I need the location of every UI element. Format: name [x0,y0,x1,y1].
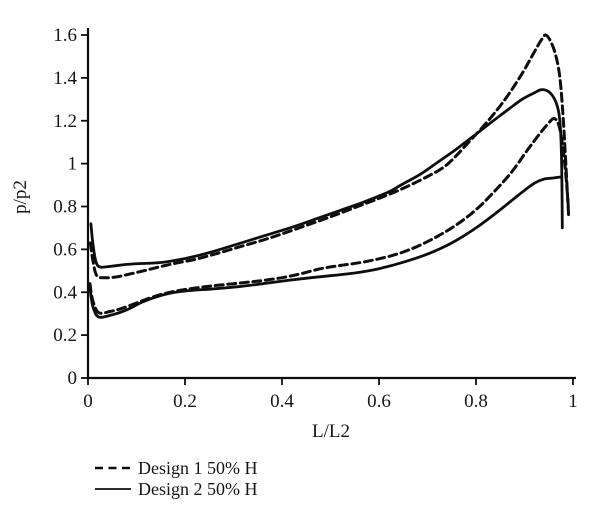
x-tick-label: 0.6 [367,391,391,412]
y-tick-label: 1 [68,154,78,175]
y-tick-label: 1.2 [53,111,77,132]
legend: Design 1 50% H Design 2 50% H [95,458,258,499]
axes-group: 0 0.2 0.4 0.6 0.8 1 1.2 1.4 1.6 0 0.2 0.4 0.6 0.8 1 [53,25,578,412]
design-2-lower-curve [88,175,563,319]
design-1-lower-curve [88,116,571,315]
design-2-upper-curve [89,88,564,269]
series-group [88,33,571,319]
y-tick-label: 1.4 [53,68,77,89]
x-tick-label: 0.4 [270,391,294,412]
x-tick-label: 0 [83,391,93,412]
x-tick-label: 1 [568,391,578,412]
y-tick-label: 0.6 [53,239,77,260]
y-tick-label: 0.4 [53,282,77,303]
y-axis-label: p/p2 [10,180,31,214]
y-tick-label: 0.2 [53,325,77,346]
x-tick-label: 0.2 [173,391,197,412]
y-tick-label: 0 [68,368,78,389]
x-axis-label: L/L2 [312,421,350,442]
y-tick-label: 1.6 [53,25,77,46]
design-1-upper-curve [88,33,571,280]
legend-label-design-1: Design 1 50% H [138,458,258,478]
x-tick-label: 0.8 [464,391,488,412]
legend-label-design-2: Design 2 50% H [138,479,258,499]
y-tick-label: 0.8 [53,197,77,218]
